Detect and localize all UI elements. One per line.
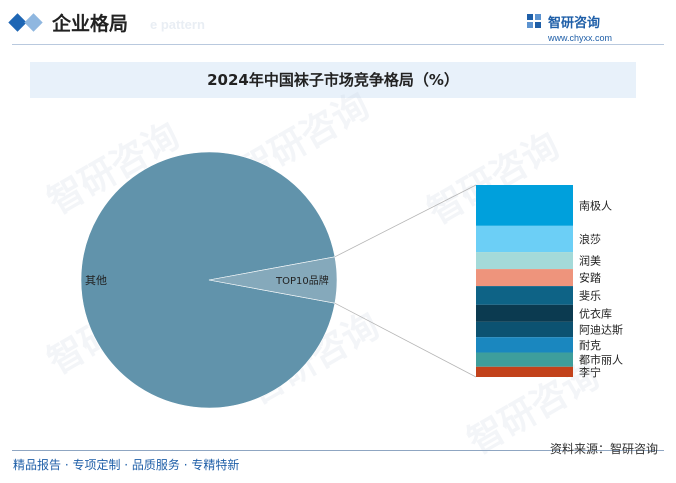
footer-tagline: 精品报告 · 专项定制 · 品质服务 · 专精特新 [13,458,240,472]
page-title: 企业格局 [52,13,129,35]
chart-title-bar: 2024年中国袜子市场竞争格局（%） [30,62,636,98]
pie-label: 其他 [85,274,107,287]
header: e pattern 企业格局 智研咨询 www.chyxx.com [0,0,676,46]
footer-divider [12,450,664,451]
bar-segment [476,321,573,338]
bar-segment [476,185,573,226]
bar-segment [476,269,573,287]
bar-label: 阿迪达斯 [579,324,623,337]
connector-line [334,184,477,258]
header-divider [12,44,664,45]
bar-segment [476,366,573,377]
bar-label: 优衣库 [579,306,612,320]
bar-segment [476,286,573,305]
bar-label: 耐克 [579,339,601,352]
brand-name: 智研咨询 [548,16,601,31]
brand-logo-icon [527,14,541,28]
connector-lines [334,184,477,378]
bar-label: 润美 [579,254,601,268]
header-ghost-text: e pattern [150,17,205,32]
stacked-bar [476,185,573,377]
pie-slice [80,151,336,409]
bar-segment [476,337,573,353]
bar-label: 李宁 [579,365,601,379]
bar-label: 浪莎 [579,232,601,246]
bar-segment [476,352,573,367]
pie-chart: 其他 TOP10品牌 [80,151,338,409]
brand: 智研咨询 www.chyxx.com [526,10,646,46]
bar-segment [476,225,573,253]
pie-label: TOP10品牌 [275,274,329,287]
bar-label: 安踏 [579,271,601,285]
chart-title: 2024年中国袜子市场竞争格局（%） [207,71,459,89]
bar-label: 南极人 [579,198,612,212]
bar-label: 都市丽人 [579,353,623,367]
brand-url: www.chyxx.com [548,33,613,43]
bar-segment [476,304,573,322]
connector-line [334,302,477,378]
bar-label: 斐乐 [579,289,601,302]
bar-segment [476,252,573,270]
pie-slice [208,256,338,304]
source-note: 资料来源：智研咨询 [549,442,658,456]
